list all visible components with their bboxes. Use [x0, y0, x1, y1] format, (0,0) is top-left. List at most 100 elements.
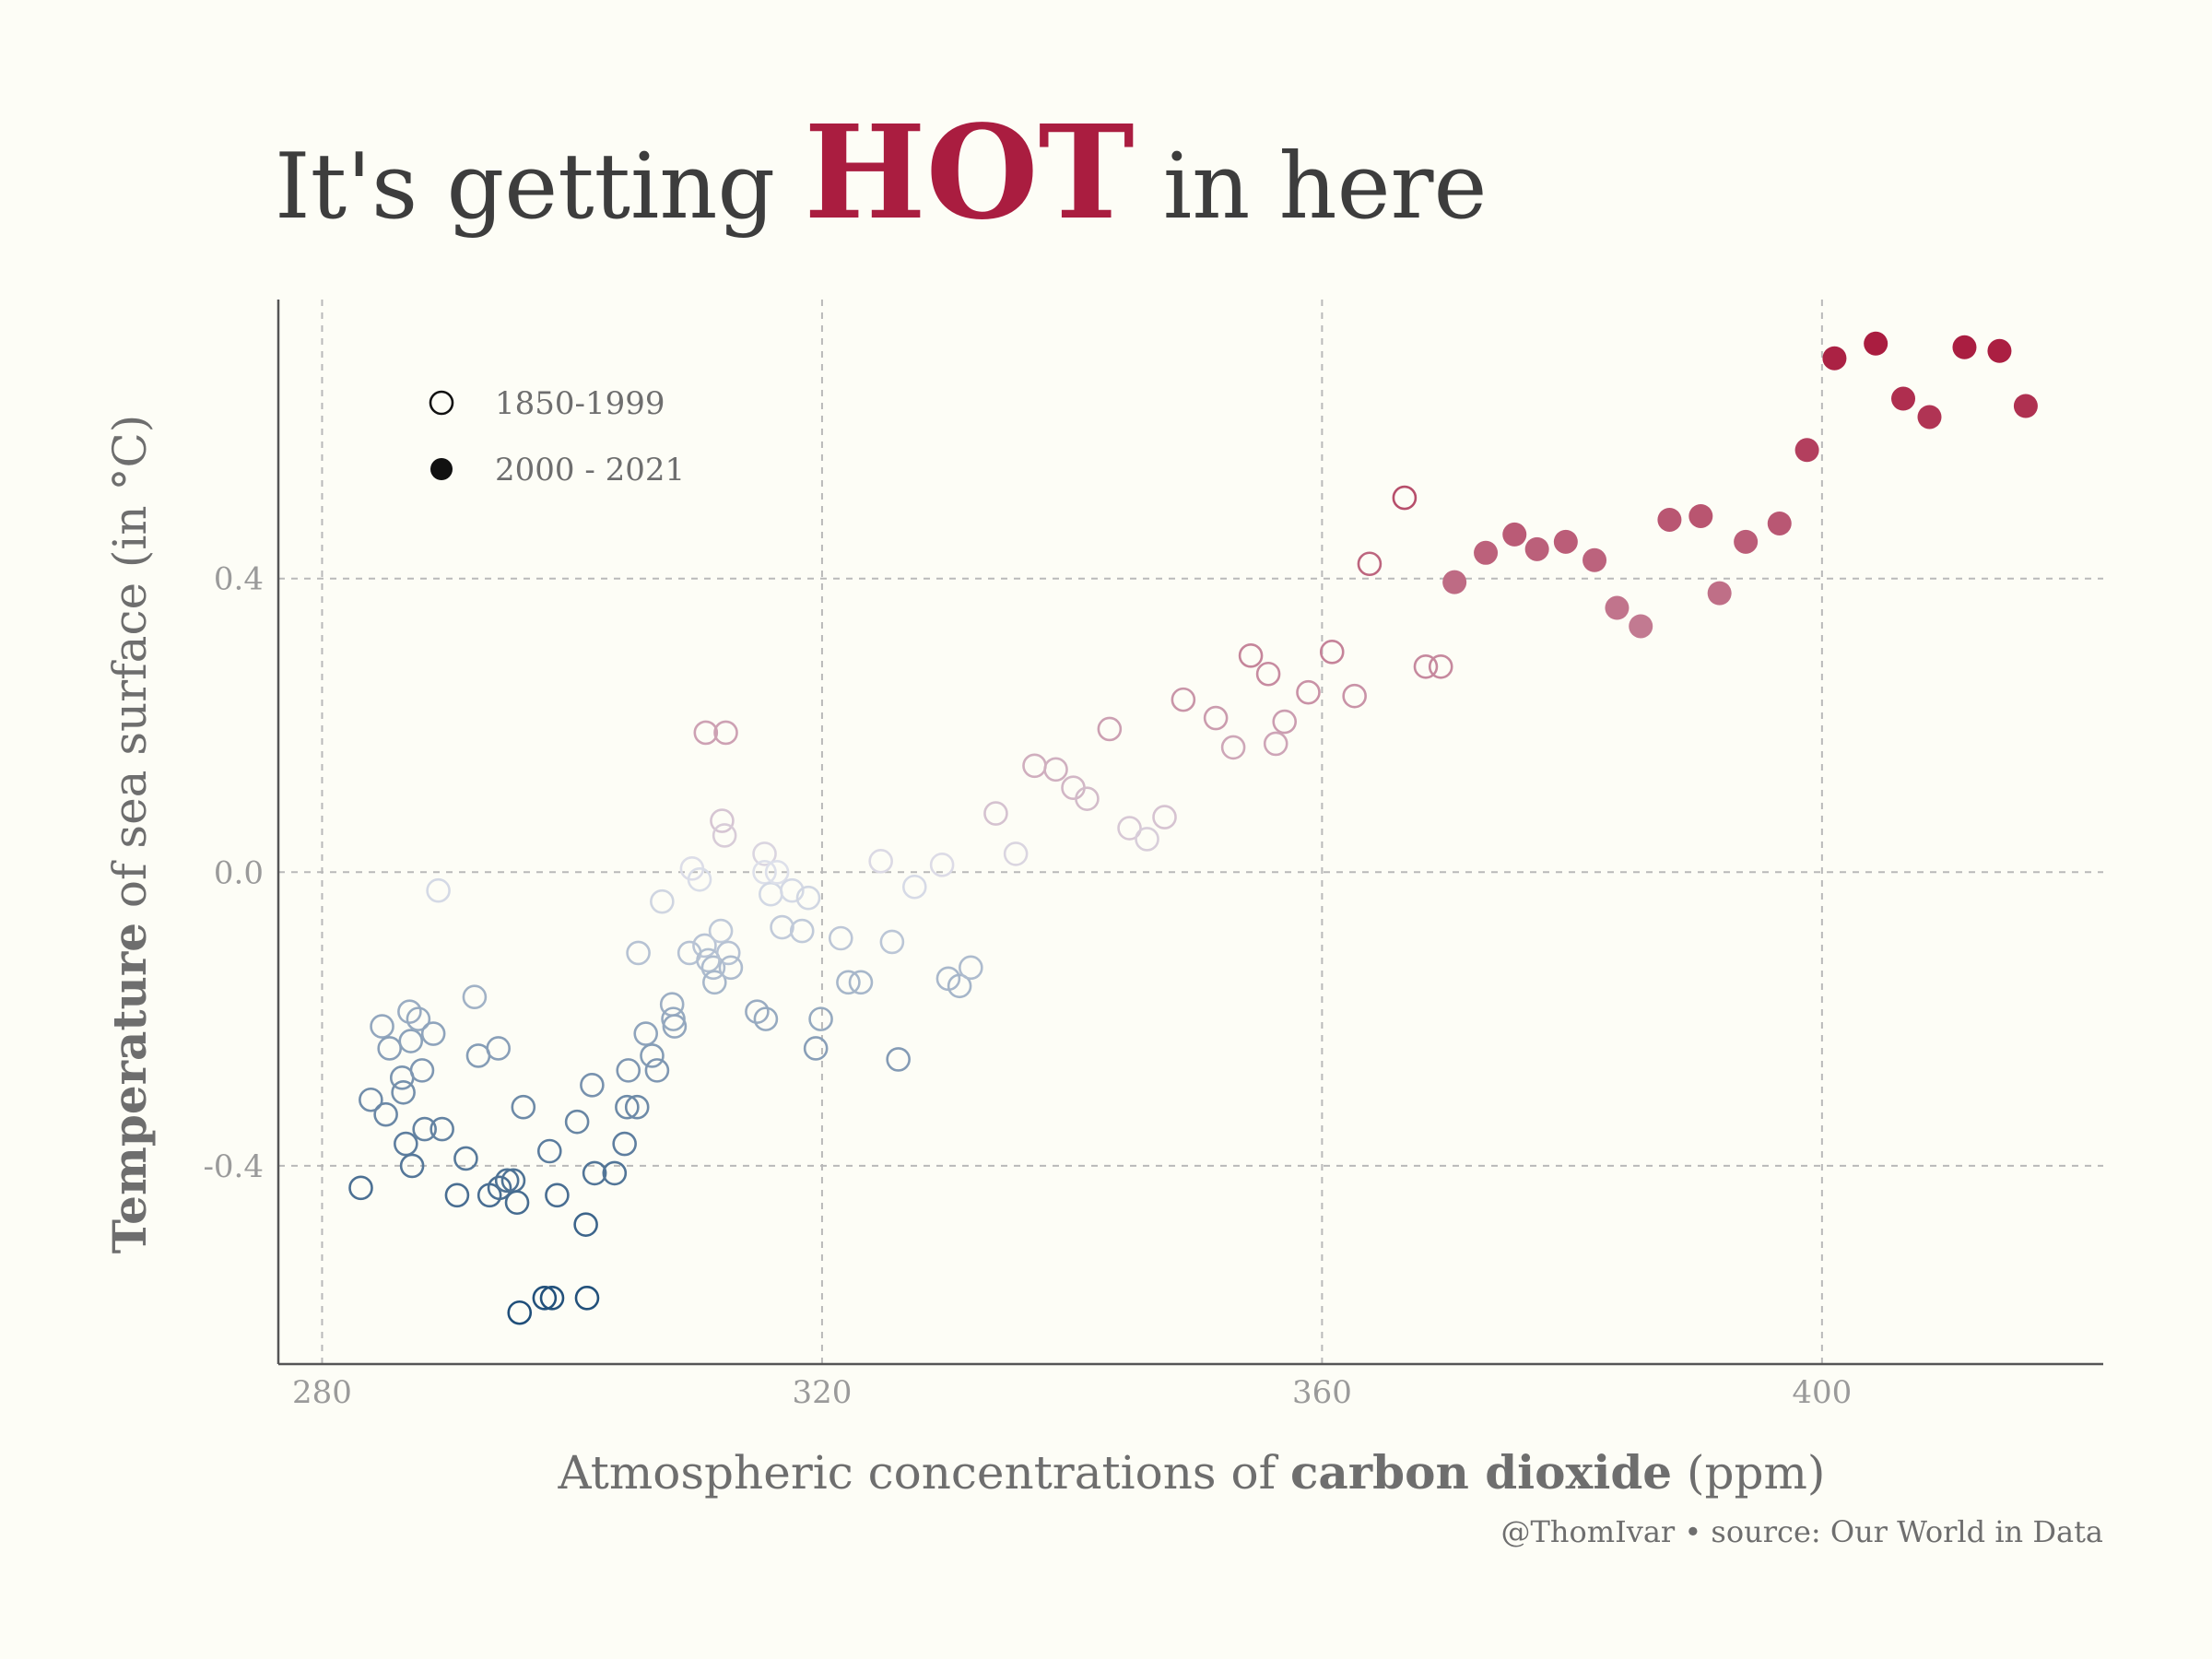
chart-title-post: in here: [1135, 135, 1488, 240]
point-1850-1999: [465, 1043, 491, 1068]
chart-title-hot: HOT: [804, 98, 1134, 249]
legend-marker-open: [429, 390, 454, 416]
point-1850-1999: [828, 925, 853, 951]
point-1850-1999: [693, 720, 719, 746]
point-1850-1999: [545, 1182, 570, 1208]
point-1850-1999: [929, 853, 955, 877]
point-1850-1999: [1263, 731, 1288, 757]
point-2000-2021: [1657, 507, 1682, 532]
point-2000-2021: [1707, 581, 1732, 606]
point-1850-1999: [462, 984, 488, 1010]
point-2000-2021: [1524, 536, 1549, 561]
point-2000-2021: [1583, 547, 1607, 572]
point-1850-1999: [1413, 653, 1439, 679]
point-1850-1999: [713, 720, 738, 746]
point-1850-1999: [644, 1058, 670, 1083]
x-tick-labels: 280 320 360 400: [292, 1374, 1852, 1411]
point-1850-1999: [429, 1116, 454, 1142]
point-2000-2021: [1688, 503, 1713, 528]
point-2000-2021: [1794, 438, 1819, 463]
point-1850-1999: [687, 866, 712, 892]
point-1850-1999: [1152, 805, 1177, 830]
point-1850-1999: [795, 885, 821, 911]
x-axis-label: Atmospheric concentrations of carbon dio…: [558, 1445, 1826, 1500]
point-1850-1999: [1022, 753, 1047, 779]
point-1850-1999: [1097, 716, 1123, 742]
point-1850-1999: [764, 860, 790, 885]
point-1850-1999: [1171, 687, 1196, 712]
point-1850-1999: [1272, 709, 1298, 735]
point-1850-1999: [702, 970, 727, 995]
point-1850-1999: [1075, 786, 1100, 811]
point-2000-2021: [1952, 335, 1977, 359]
point-1850-1999: [391, 1079, 416, 1105]
point-2000-2021: [1891, 386, 1916, 411]
point-1850-1999: [1296, 679, 1321, 705]
axis-label-part: of sea surface (in °C): [103, 415, 157, 923]
point-1850-1999: [536, 1138, 562, 1164]
y-tick-label: -0.4: [203, 1148, 264, 1185]
legend: 1850-1999 2000 - 2021: [429, 385, 685, 488]
point-1850-1999: [397, 999, 422, 1024]
point-2000-2021: [1822, 346, 1847, 371]
point-2000-2021: [1553, 529, 1578, 554]
point-1850-1999: [1357, 551, 1382, 577]
point-1850-1999: [406, 1006, 431, 1031]
point-1850-1999: [1238, 643, 1264, 668]
point-1850-1999: [752, 860, 777, 885]
point-1850-1999: [633, 1021, 659, 1046]
point-2000-2021: [1734, 529, 1759, 554]
point-1850-1999: [602, 1160, 628, 1186]
chart-title: It's getting HOT in here: [275, 98, 1487, 249]
chart-title-pre: It's getting: [275, 135, 804, 240]
point-1850-1999: [1135, 827, 1159, 852]
point-2000-2021: [1864, 331, 1888, 356]
point-1850-1999: [377, 1036, 402, 1061]
point-1850-1999: [753, 1006, 779, 1031]
point-1850-1999: [1061, 775, 1086, 801]
point-1850-1999: [444, 1182, 470, 1208]
axis-label-part: Atmospheric concentrations of: [558, 1446, 1290, 1500]
x-tick-label: 320: [792, 1374, 852, 1411]
point-1850-1999: [582, 1160, 607, 1186]
point-1850-1999: [511, 1094, 536, 1120]
point-1850-1999: [803, 1036, 829, 1061]
point-1850-1999: [1428, 653, 1453, 679]
point-1850-1999: [1203, 705, 1229, 731]
point-1850-1999: [626, 940, 651, 966]
point-1850-1999: [712, 823, 737, 848]
point-1850-1999: [700, 955, 726, 981]
point-1850-1999: [532, 1286, 558, 1311]
point-1850-1999: [453, 1146, 478, 1171]
point-1850-1999: [947, 973, 972, 999]
point-2000-2021: [1474, 540, 1499, 565]
point-1850-1999: [715, 940, 741, 966]
x-tick-label: 400: [1792, 1374, 1852, 1411]
axis-label-bold-part: Temperature: [102, 923, 157, 1253]
point-1850-1999: [886, 1047, 911, 1072]
point-1850-1999: [901, 874, 927, 900]
point-1850-1999: [412, 1116, 437, 1142]
point-1850-1999: [507, 1300, 533, 1325]
point-1850-1999: [718, 955, 744, 981]
point-1850-1999: [370, 1014, 394, 1039]
point-1850-1999: [808, 1006, 833, 1031]
source-credit: @ThomIvar • source: Our World in Data: [1501, 1514, 2103, 1549]
point-1850-1999: [752, 841, 777, 866]
point-1850-1999: [420, 1021, 446, 1046]
point-1850-1999: [487, 1175, 512, 1201]
point-1850-1999: [770, 914, 794, 940]
point-1850-1999: [426, 877, 451, 903]
point-1850-1999: [624, 1094, 650, 1120]
point-1850-1999: [1043, 757, 1068, 782]
axes: [276, 300, 2103, 1366]
point-2000-2021: [1767, 511, 1792, 535]
point-1850-1999: [616, 1058, 641, 1083]
y-tick-label: 0.4: [214, 561, 264, 598]
scatter-points: [348, 331, 2038, 1325]
point-1850-1999: [868, 849, 893, 874]
point-1850-1999: [539, 1286, 565, 1311]
point-1850-1999: [615, 1094, 640, 1120]
legend-label: 2000 - 2021: [495, 452, 685, 488]
